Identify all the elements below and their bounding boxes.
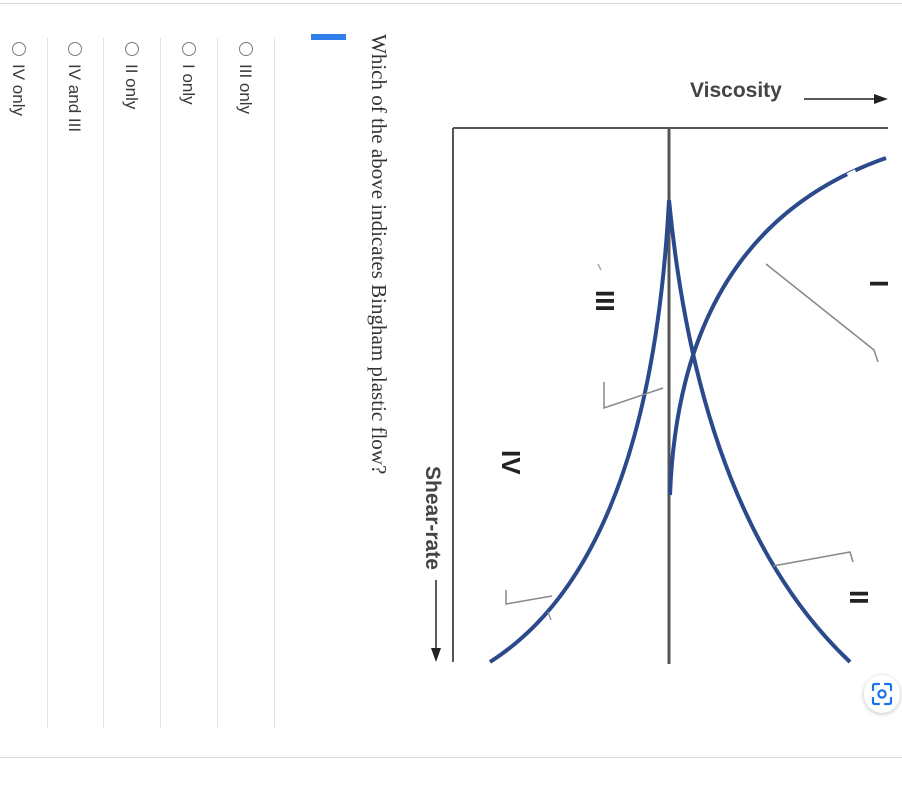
radio-button[interactable] <box>125 42 139 56</box>
curve-ii <box>667 199 852 664</box>
curve-label-iii: III <box>590 290 620 312</box>
rheogram-figure <box>431 94 888 664</box>
viscosity-arrowhead <box>874 94 888 104</box>
radio-button[interactable] <box>182 42 196 56</box>
option-label: I only <box>179 64 198 105</box>
pointer-iv <box>505 590 553 605</box>
viscosity-axis-label: Viscosity <box>690 79 782 102</box>
option-label: III only <box>236 64 255 115</box>
shear-rate-arrowhead <box>431 648 441 662</box>
scan-button[interactable] <box>864 675 900 713</box>
curve-i <box>668 156 887 496</box>
bottom-divider <box>0 757 902 758</box>
option-i-only[interactable]: I only <box>164 38 218 728</box>
scan-lens-icon <box>871 682 893 706</box>
question-accent-bar <box>311 34 346 40</box>
pointer-iii <box>603 382 664 410</box>
option-label: II only <box>122 64 141 110</box>
option-label: IV only <box>9 64 28 116</box>
pointer-iii-tick <box>597 263 602 271</box>
radio-button[interactable] <box>239 42 253 56</box>
option-label: IV and III <box>65 64 84 133</box>
radio-button[interactable] <box>12 42 26 56</box>
pointer-ii <box>772 551 854 567</box>
curve-label-ii: II <box>844 590 874 605</box>
curve-label-i: I <box>864 280 894 288</box>
radio-button[interactable] <box>68 42 82 56</box>
shear-rate-axis-label: Shear-rate <box>421 466 444 570</box>
option-ii-only[interactable]: II only <box>107 38 161 728</box>
pointer-iv-tick <box>547 611 552 621</box>
option-iv-and-iii[interactable]: IV and III <box>50 38 104 728</box>
curve-i-gap <box>846 169 858 179</box>
curve-iv <box>488 199 671 664</box>
question-text: Which of the above indicates Bingham pla… <box>367 34 391 475</box>
curve-label-iv: IV <box>496 450 526 475</box>
option-iv-only[interactable]: IV only <box>0 38 48 728</box>
top-divider <box>0 3 902 4</box>
option-iii-only[interactable]: III only <box>221 38 275 728</box>
pointer-i <box>765 263 879 363</box>
